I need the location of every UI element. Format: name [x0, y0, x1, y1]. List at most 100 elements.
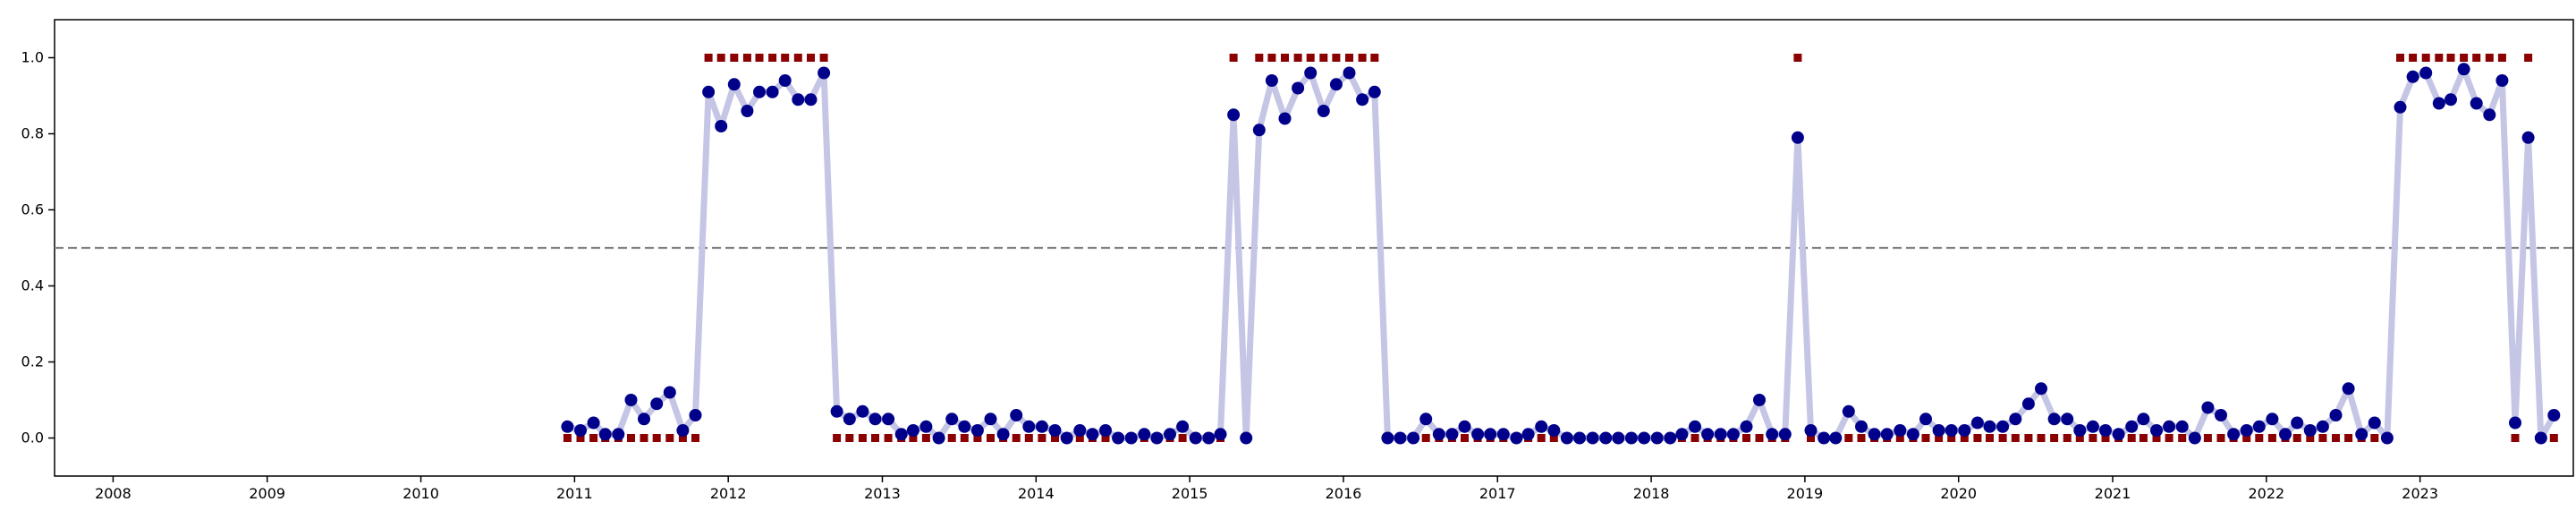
- data-point: [2547, 409, 2561, 421]
- data-point: [2188, 431, 2201, 445]
- label-marker: [730, 54, 739, 62]
- label-marker: [1755, 434, 1764, 442]
- x-tick-label: 2023: [2402, 485, 2438, 502]
- label-marker: [2165, 434, 2174, 442]
- data-point: [2112, 428, 2125, 441]
- label-marker: [1793, 54, 1802, 62]
- data-point: [1791, 131, 1804, 144]
- label-marker: [1947, 434, 1956, 442]
- data-point: [1048, 424, 1062, 437]
- data-point: [1753, 394, 1766, 406]
- data-point: [2227, 428, 2241, 441]
- y-axis: 0.0 0.2 0.4 0.6 0.8 1.0: [21, 49, 55, 447]
- data-point: [2419, 66, 2433, 80]
- y-tick-label: 0.4: [21, 277, 44, 294]
- label-marker: [1895, 434, 1904, 442]
- label-marker: [755, 54, 764, 62]
- data-point: [2215, 409, 2227, 421]
- data-point: [1638, 431, 1651, 445]
- data-point: [1458, 420, 1471, 433]
- data-point: [1842, 404, 1855, 418]
- data-point: [2483, 108, 2496, 122]
- data-point: [2073, 424, 2087, 437]
- label-marker: [1255, 54, 1264, 62]
- data-point: [818, 66, 831, 80]
- data-point: [1150, 431, 1164, 445]
- data-point: [587, 416, 600, 430]
- data-point: [2291, 416, 2304, 430]
- data-point: [1317, 105, 1330, 117]
- data-point: [1356, 93, 1369, 106]
- data-point: [650, 397, 664, 411]
- data-point: [1701, 428, 1715, 441]
- data-point: [1086, 428, 1099, 441]
- data-point: [1138, 428, 1151, 441]
- data-point: [2445, 93, 2457, 106]
- label-marker: [1332, 54, 1341, 62]
- data-point: [1035, 420, 1048, 433]
- data-point: [2125, 420, 2139, 433]
- label-marker: [716, 54, 725, 62]
- data-point: [2009, 413, 2022, 426]
- data-point: [1265, 74, 1278, 87]
- label-marker: [1935, 434, 1944, 442]
- label-marker: [2089, 434, 2097, 442]
- data-point: [856, 404, 869, 418]
- data-point: [1445, 428, 1459, 441]
- label-marker: [1306, 54, 1315, 62]
- label-marker: [2139, 434, 2148, 442]
- data-point: [1958, 424, 1971, 437]
- data-point: [753, 85, 766, 98]
- data-point: [1252, 123, 1266, 137]
- label-marker: [1012, 434, 1021, 442]
- data-point: [2252, 420, 2266, 433]
- label-marker: [2011, 434, 2020, 442]
- data-point: [945, 413, 959, 426]
- label-marker: [1101, 434, 1110, 442]
- label-marker: [947, 434, 956, 442]
- label-marker: [2446, 54, 2455, 62]
- label-marker: [2409, 54, 2418, 62]
- label-marker: [2318, 434, 2327, 442]
- x-tick-label: 2021: [2095, 485, 2131, 502]
- label-marker: [845, 434, 854, 442]
- data-point: [1535, 420, 1548, 433]
- data-point: [1496, 428, 1510, 441]
- label-marker: [2460, 54, 2469, 62]
- data-point: [2201, 401, 2215, 414]
- label-marker: [1051, 434, 1059, 442]
- data-point: [702, 85, 716, 98]
- data-point: [2521, 131, 2535, 144]
- data-point: [1521, 428, 1535, 441]
- label-marker: [1267, 54, 1276, 62]
- data-point: [1573, 431, 1586, 445]
- data-point: [1240, 431, 1253, 445]
- label-marker: [1075, 434, 1084, 442]
- data-point: [804, 93, 818, 106]
- label-marker: [640, 434, 648, 442]
- label-marker: [1038, 434, 1046, 442]
- data-point: [1599, 431, 1613, 445]
- label-marker: [871, 434, 879, 442]
- data-point: [970, 424, 984, 437]
- data-point: [958, 420, 971, 433]
- data-point: [2303, 424, 2317, 437]
- data-point: [1060, 431, 1073, 445]
- data-point: [894, 428, 908, 441]
- data-point: [2137, 413, 2150, 426]
- label-marker: [2255, 434, 2264, 442]
- data-point: [2099, 424, 2112, 437]
- data-point: [1829, 431, 1843, 445]
- data-point: [1304, 66, 1318, 80]
- data-point: [598, 428, 612, 441]
- label-marker: [987, 434, 995, 442]
- data-point: [2316, 420, 2329, 433]
- data-point: [1970, 416, 1984, 430]
- data-point: [2368, 416, 2381, 430]
- data-point: [1368, 85, 1381, 98]
- data-point-layer: [561, 63, 2561, 445]
- label-marker: [1319, 54, 1328, 62]
- data-point: [1407, 431, 1420, 445]
- label-marker: [2050, 434, 2059, 442]
